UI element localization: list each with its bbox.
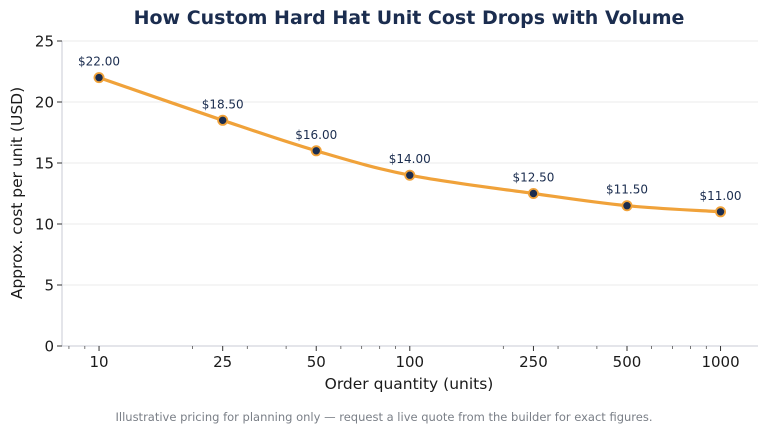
data-label: $14.00 <box>389 152 431 166</box>
y-axis-label: Approx. cost per unit (USD) <box>8 87 26 299</box>
data-labels: $22.00 $18.50 $16.00 $14.00 $12.50 $11.50 $11.… <box>78 55 741 203</box>
data-label: $11.50 <box>606 183 648 197</box>
y-tick-label: 20 <box>35 94 54 112</box>
x-tick-label: 50 <box>307 353 326 371</box>
x-tick-label: 100 <box>395 353 424 371</box>
y-tick-label: 5 <box>44 277 54 295</box>
data-point <box>715 206 727 218</box>
data-label: $16.00 <box>295 128 337 142</box>
y-axis-ticks: 0 5 10 15 20 25 <box>35 33 62 356</box>
data-point <box>527 187 539 199</box>
x-axis-ticks: 10 25 50 100 250 500 1000 <box>68 346 740 371</box>
x-tick-label: 500 <box>613 353 642 371</box>
data-point <box>93 72 105 84</box>
footnote: Illustrative pricing for planning only —… <box>116 410 653 424</box>
data-point <box>217 114 229 126</box>
data-points <box>93 72 727 218</box>
grid <box>62 40 758 286</box>
y-tick-label: 25 <box>35 33 54 51</box>
x-axis-label: Order quantity (units) <box>325 375 494 393</box>
data-label: $11.00 <box>700 189 742 203</box>
data-point <box>621 200 633 212</box>
chart-title: How Custom Hard Hat Unit Cost Drops with… <box>134 7 685 29</box>
data-label: $22.00 <box>78 55 120 69</box>
x-tick-label: 250 <box>519 353 548 371</box>
y-tick-label: 15 <box>35 155 54 173</box>
y-tick-label: 10 <box>35 216 54 234</box>
x-tick-label: 25 <box>213 353 232 371</box>
data-label: $18.50 <box>202 97 244 111</box>
x-tick-label: 10 <box>89 353 108 371</box>
data-label: $12.50 <box>512 171 554 185</box>
y-tick-label: 0 <box>44 338 54 356</box>
axes <box>61 41 758 347</box>
data-point <box>310 145 322 157</box>
x-tick-label: 1000 <box>701 353 739 371</box>
data-point <box>404 169 416 181</box>
